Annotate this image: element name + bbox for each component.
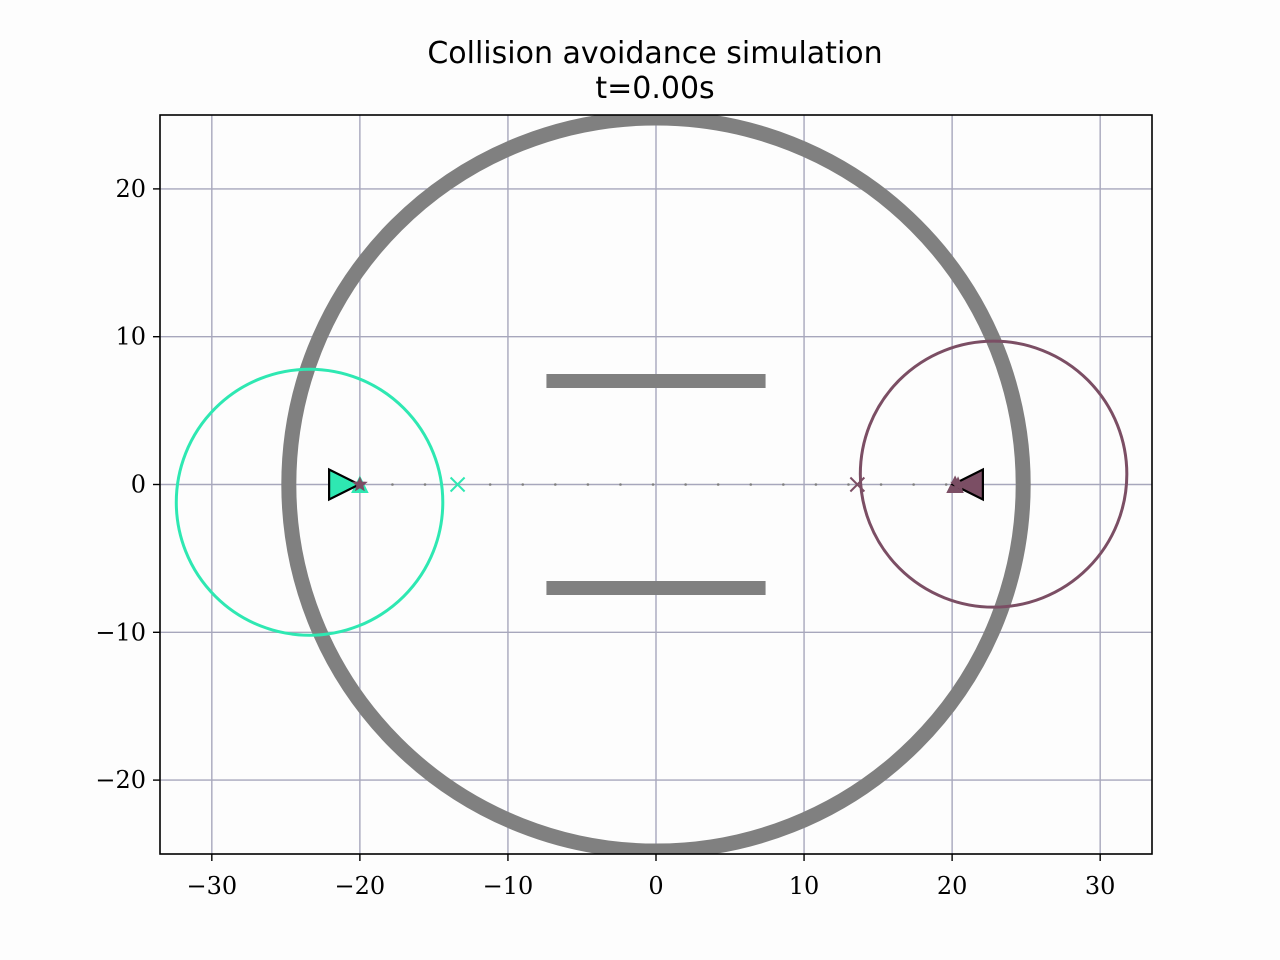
path-dot	[782, 483, 785, 486]
chart-subtitle: t=0.00s	[595, 71, 714, 106]
path-dot	[521, 483, 525, 486]
x-tick-label: 10	[789, 872, 820, 900]
plot-area	[174, 115, 1129, 854]
agent-body-marker	[328, 467, 362, 502]
x-tick-label: 30	[1085, 872, 1116, 900]
path-dot	[488, 483, 492, 486]
path-dot	[944, 483, 948, 486]
path-dot	[879, 483, 883, 486]
agent-sensing-circle	[858, 339, 1129, 609]
path-dot	[814, 483, 818, 486]
waypoint-stroke	[449, 476, 466, 493]
y-tick-label: 20	[115, 175, 146, 203]
boundary-circle-obstacle	[281, 115, 1031, 854]
agent-waypoint-marker	[849, 476, 866, 493]
path-dot	[716, 483, 720, 486]
x-tick-label: −30	[186, 872, 237, 900]
agent-waypoint-marker	[449, 476, 466, 493]
path-dot	[847, 483, 850, 486]
x-tick-label: 20	[937, 872, 968, 900]
agent-body-marker	[950, 467, 984, 502]
path-dot	[619, 483, 622, 486]
agent-sensing-circle	[174, 367, 445, 637]
path-dot	[554, 483, 557, 486]
agent-goal-star	[351, 476, 368, 492]
x-tick-label: −20	[335, 872, 386, 900]
path-dot	[423, 483, 427, 486]
path-dot	[651, 483, 655, 486]
x-tick-label: −10	[483, 872, 534, 900]
path-dot	[391, 483, 394, 486]
path-dot	[912, 483, 915, 486]
agent-goal-star	[950, 476, 966, 492]
y-tick-label: 10	[115, 323, 146, 351]
path-dot	[586, 483, 590, 486]
path-dot	[684, 483, 687, 486]
y-tick-label: 0	[131, 471, 146, 499]
chart-title: Collision avoidance simulation	[427, 36, 882, 71]
y-tick-label: −10	[95, 618, 146, 646]
path-dot	[749, 483, 753, 486]
waypoint-stroke	[849, 476, 866, 493]
axis-ticks: −30 −20 −10 0 10 20 30 −20 −10 0 10 20	[95, 175, 1115, 900]
x-tick-label: 0	[648, 872, 663, 900]
y-tick-label: −20	[95, 766, 146, 794]
